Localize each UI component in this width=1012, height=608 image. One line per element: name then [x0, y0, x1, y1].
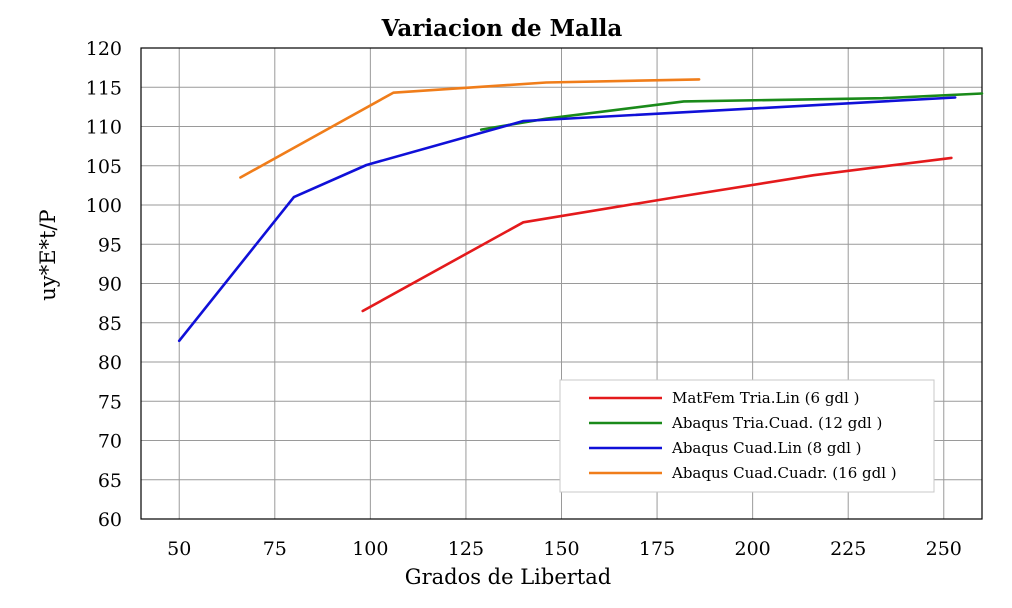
- y-tick-label: 75: [98, 391, 122, 413]
- plot-frame: [140, 47, 983, 520]
- x-tick-label: 225: [830, 538, 866, 560]
- y-tick-label: 95: [98, 234, 122, 256]
- legend-label-2: Abaqus Tria.Cuad. (12 gdl ): [671, 414, 882, 432]
- legend: MatFem Tria.Lin (6 gdl ) Abaqus Tria.Cuad…: [559, 379, 935, 493]
- legend-label-3: Abaqus Cuad.Lin (8 gdl ): [671, 439, 862, 457]
- x-tick-label: 125: [448, 538, 484, 560]
- y-tick-label: 120: [86, 38, 122, 60]
- y-tick-label: 110: [86, 117, 122, 139]
- series-group: [177, 78, 984, 343]
- x-tick-label: 250: [926, 538, 962, 560]
- series-line-2: [479, 92, 984, 131]
- x-tick-label: 75: [263, 538, 287, 560]
- y-tick-label: 100: [86, 195, 122, 217]
- series-line-3: [177, 96, 957, 343]
- y-axis-label: uy*E*t/P: [36, 209, 60, 300]
- legend-label-4: Abaqus Cuad.Cuadr. (16 gdl ): [671, 464, 897, 482]
- x-tick-label: 200: [735, 538, 771, 560]
- y-tick-label: 60: [98, 509, 122, 531]
- y-tick-label: 65: [98, 470, 122, 492]
- chart-title: Variacion de Malla: [381, 15, 623, 42]
- tick-labels: 50 75 100 125 150 175 200 225 250 60 65 70 75 80 85 90 9…: [86, 38, 962, 560]
- x-tick-label: 50: [167, 538, 191, 560]
- y-tick-label: 80: [98, 352, 122, 374]
- y-tick-label: 105: [86, 156, 122, 178]
- x-axis-label: Grados de Libertad: [405, 565, 611, 589]
- y-tick-label: 90: [98, 274, 122, 296]
- y-tick-label: 115: [86, 77, 122, 99]
- x-tick-label: 100: [352, 538, 388, 560]
- y-tick-label: 85: [98, 313, 122, 335]
- series-line-4: [239, 78, 701, 179]
- series-line-1: [361, 156, 953, 313]
- legend-label-1: MatFem Tria.Lin (6 gdl ): [672, 389, 859, 407]
- y-tick-label: 70: [98, 431, 122, 453]
- x-tick-label: 150: [543, 538, 579, 560]
- x-tick-label: 175: [639, 538, 675, 560]
